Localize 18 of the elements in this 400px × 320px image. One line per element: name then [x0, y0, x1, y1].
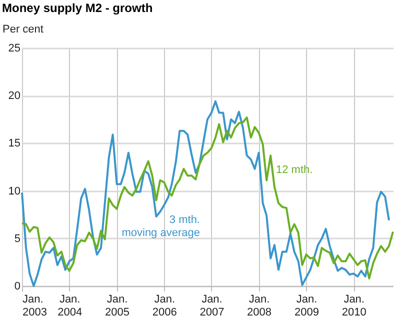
y-axis-title: Per cent	[2, 24, 44, 36]
chart-title: Money supply M2 - growth	[2, 1, 153, 15]
y-tick-label: 10	[8, 185, 20, 198]
x-tick-label: Jan. 2006	[152, 294, 177, 318]
series-label: 3 mth. moving average	[122, 214, 200, 239]
y-tick-label: 0	[14, 280, 20, 292]
x-tick-label: Jan. 2010	[342, 294, 366, 318]
x-tick-label: Jan. 2004	[58, 294, 82, 318]
y-tick-label: 20	[8, 90, 20, 102]
y-tick-label: 15	[8, 138, 20, 150]
y-tick-label: 25	[8, 42, 20, 54]
x-tick-label: Jan. 2003	[22, 294, 47, 318]
x-tick-label: Jan. 2007	[200, 294, 224, 318]
x-tick-label: Jan. 2005	[105, 294, 130, 318]
y-tick-label: 5	[14, 232, 20, 245]
x-tick-label: Jan. 2009	[294, 294, 319, 318]
x-tick-label: Jan. 2008	[247, 294, 272, 318]
series-label: 12 mth.	[276, 164, 313, 176]
